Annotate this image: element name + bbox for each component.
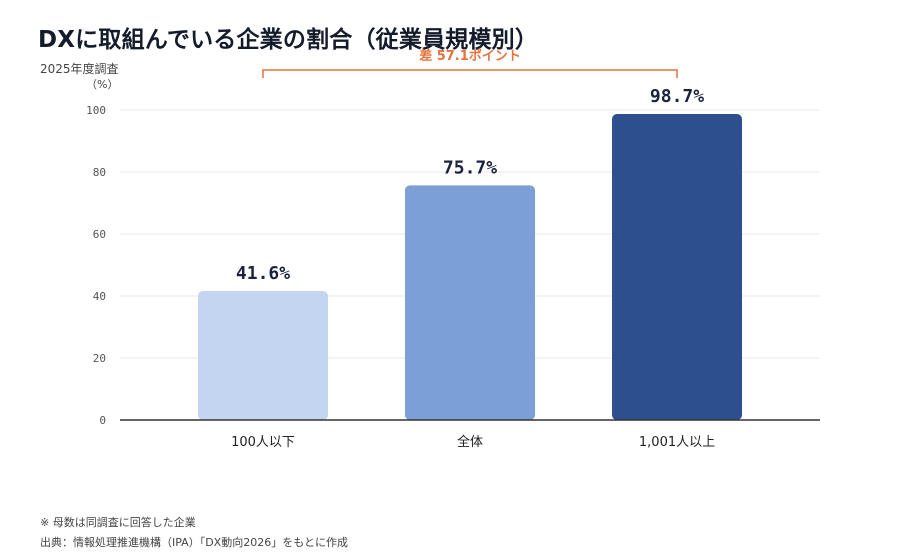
y-tick-label: 80 xyxy=(93,166,106,179)
data-label: 41.6% xyxy=(236,263,290,284)
footnote-sample: ※ 母数は同調査に回答した企業 xyxy=(40,516,196,529)
x-category-label: 全体 xyxy=(457,434,483,450)
chart-title: DXに取組んでいる企業の割合（従業員規模別） xyxy=(38,27,539,53)
y-axis-unit: （%） xyxy=(86,78,119,91)
y-tick-label: 40 xyxy=(93,290,106,303)
data-label: 98.7% xyxy=(650,86,704,107)
y-tick-label: 0 xyxy=(99,414,106,427)
difference-annotation: 差 57.1ポイント xyxy=(419,48,521,64)
footnote-source: 出典：情報処理推進機構（IPA）「DX動向2026」をもとに作成 xyxy=(40,536,348,549)
x-category-label: 100人以下 xyxy=(231,435,295,450)
difference-bracket xyxy=(262,69,678,78)
y-tick-label: 60 xyxy=(93,228,106,241)
bar xyxy=(198,291,328,420)
chart-subtitle: 2025年度調査 xyxy=(40,62,119,76)
y-tick-label: 20 xyxy=(93,352,106,365)
x-category-label: 1,001人以上 xyxy=(639,435,715,450)
bar xyxy=(405,185,535,420)
bar xyxy=(612,114,742,420)
y-tick-label: 100 xyxy=(86,104,106,117)
data-label: 75.7% xyxy=(443,157,497,178)
